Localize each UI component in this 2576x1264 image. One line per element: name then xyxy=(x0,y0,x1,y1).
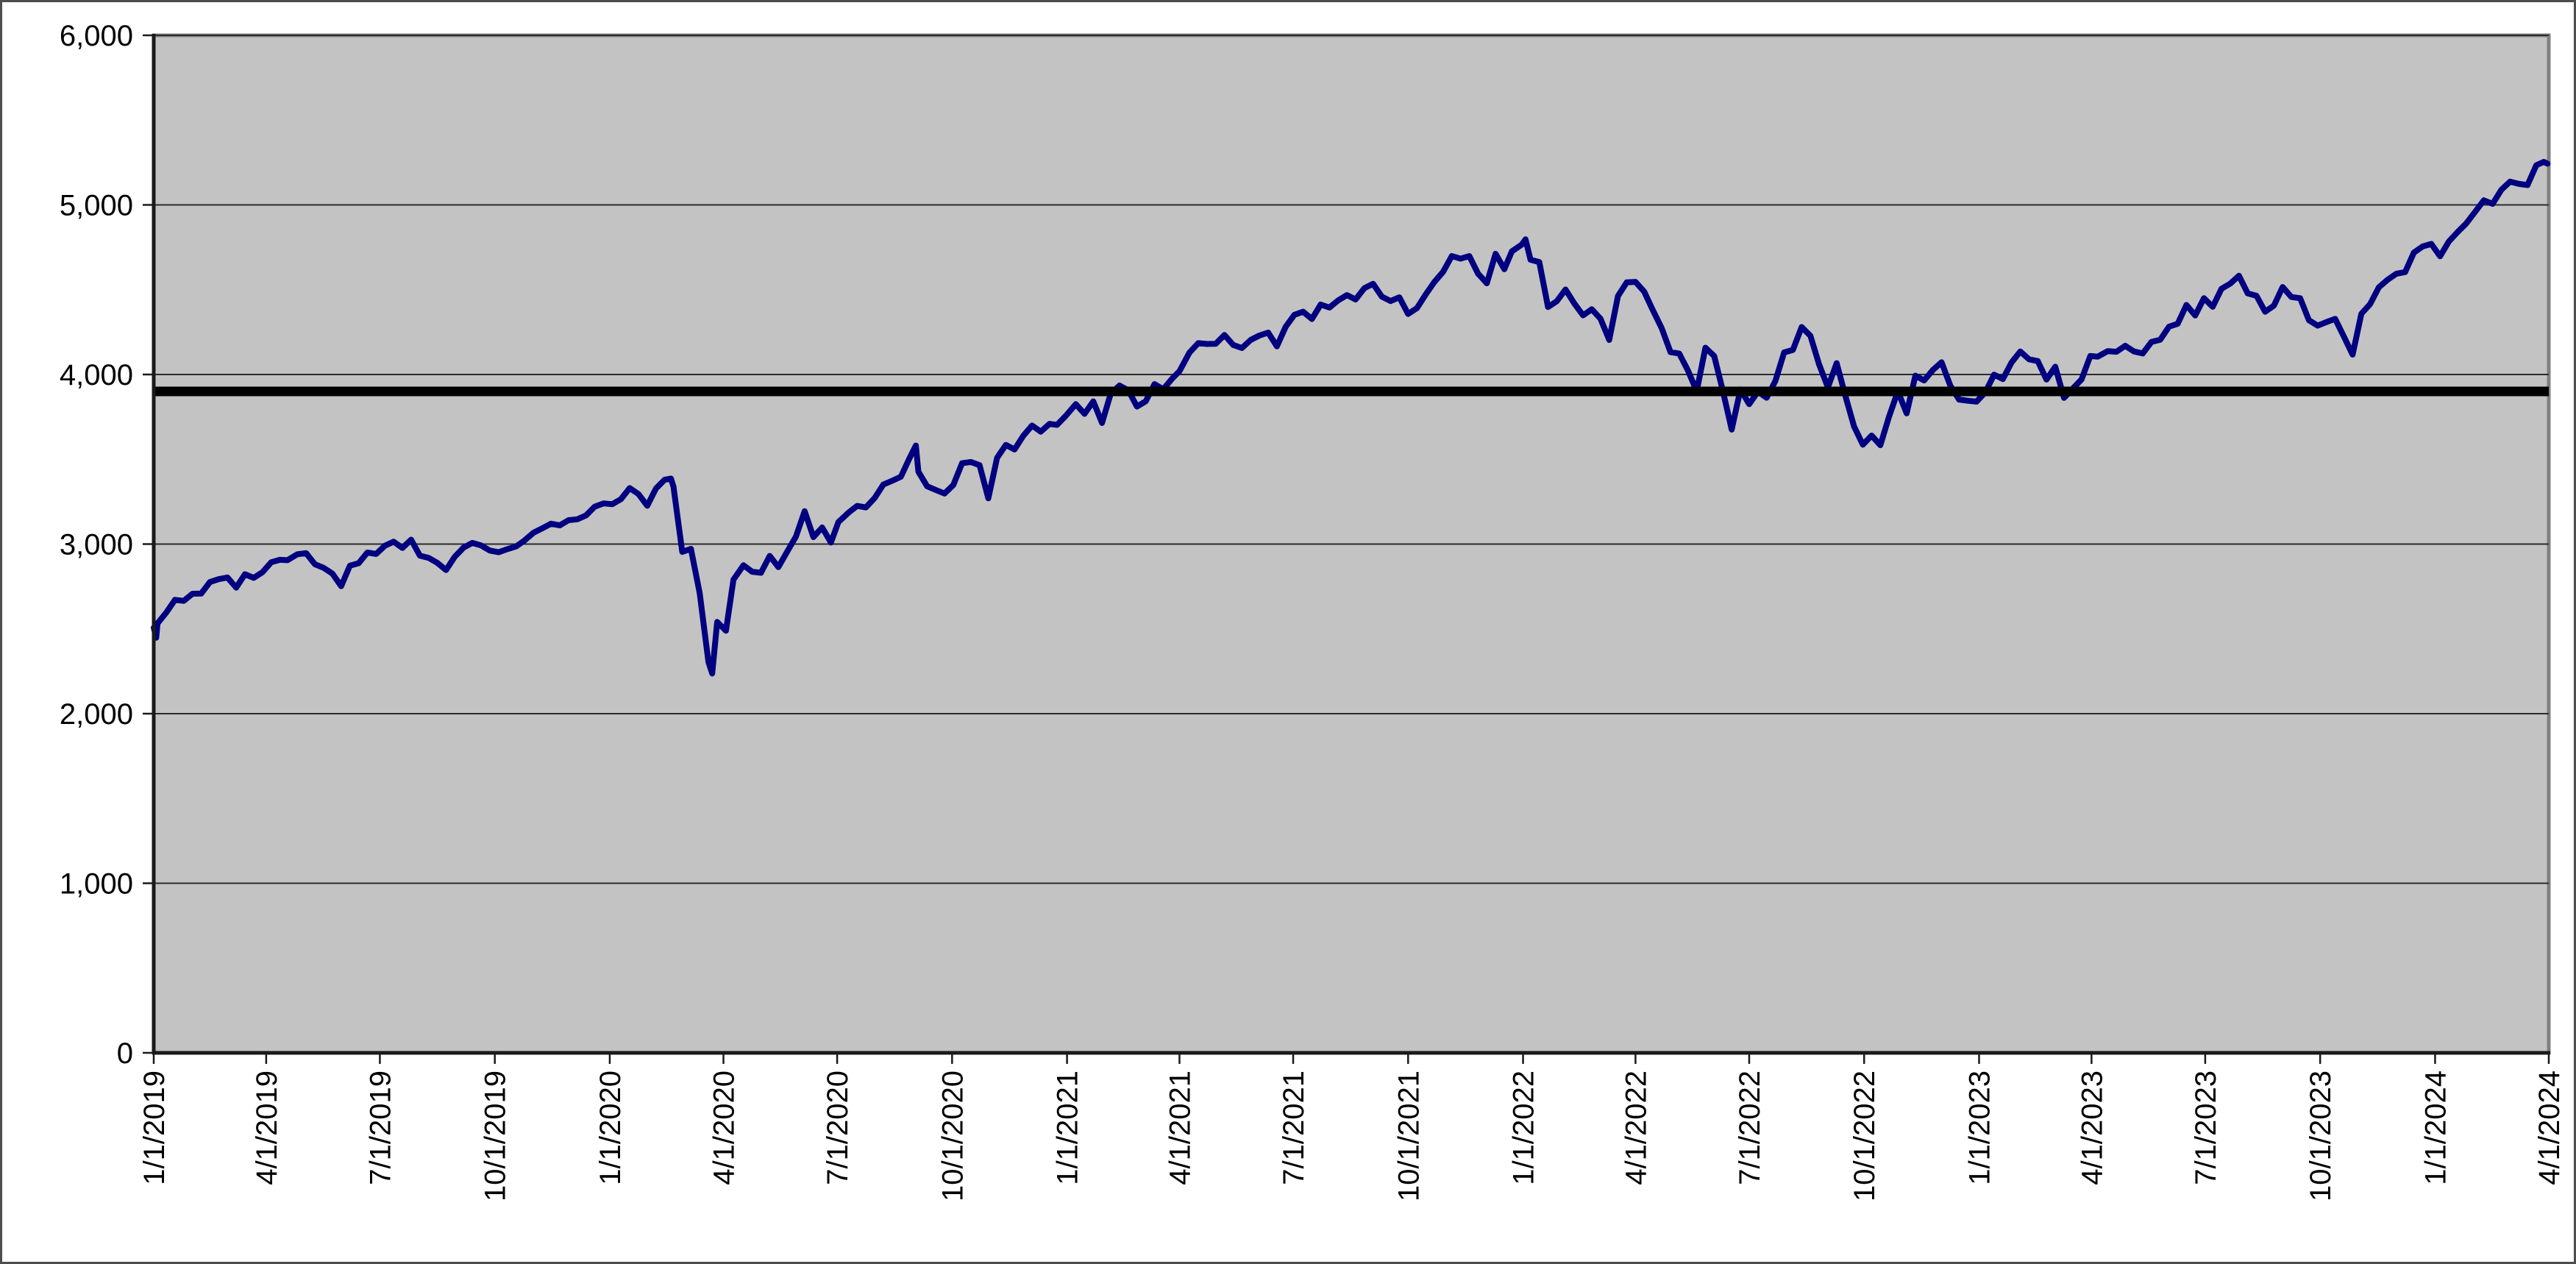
y-tick-label: 0 xyxy=(117,1037,133,1070)
y-tick-label: 6,000 xyxy=(60,20,133,52)
x-tick-label: 10/1/2023 xyxy=(2305,1071,2337,1201)
x-tick-label: 4/1/2019 xyxy=(251,1071,283,1185)
y-tick-label: 5,000 xyxy=(60,190,133,222)
x-tick-label: 1/1/2022 xyxy=(1508,1071,1540,1185)
y-tick-label: 1,000 xyxy=(60,868,133,901)
x-tick-label: 4/1/2020 xyxy=(708,1071,741,1185)
y-tick-label: 3,000 xyxy=(60,529,133,561)
x-tick-label: 1/1/2024 xyxy=(2419,1071,2452,1185)
x-tick-label: 7/1/2023 xyxy=(2190,1071,2222,1185)
x-tick-label: 4/1/2022 xyxy=(1620,1071,1652,1185)
x-tick-label: 4/1/2023 xyxy=(2076,1071,2108,1185)
x-tick-label: 1/1/2021 xyxy=(1052,1071,1084,1185)
x-tick-label: 7/1/2021 xyxy=(1278,1071,1310,1185)
x-tick-label: 7/1/2020 xyxy=(822,1071,854,1185)
x-tick-label: 10/1/2019 xyxy=(480,1071,512,1201)
y-tick-label: 2,000 xyxy=(60,698,133,731)
series-line-index-daily-close xyxy=(151,159,2551,677)
x-tick-label: 4/1/2021 xyxy=(1164,1071,1196,1185)
y-tick-label: 4,000 xyxy=(60,359,133,391)
x-tick-label: 10/1/2021 xyxy=(1392,1071,1425,1201)
x-tick-label: 7/1/2022 xyxy=(1734,1071,1766,1185)
x-tick-label: 1/1/2019 xyxy=(138,1071,171,1185)
x-tick-label: 10/1/2022 xyxy=(1849,1071,1881,1201)
x-tick-label: 4/1/2024 xyxy=(2533,1071,2566,1185)
x-tick-label: 1/1/2023 xyxy=(1963,1071,1996,1185)
x-tick-label: 7/1/2019 xyxy=(364,1071,396,1185)
x-tick-label: 10/1/2020 xyxy=(936,1071,969,1201)
x-tick-label: 1/1/2020 xyxy=(594,1071,627,1185)
